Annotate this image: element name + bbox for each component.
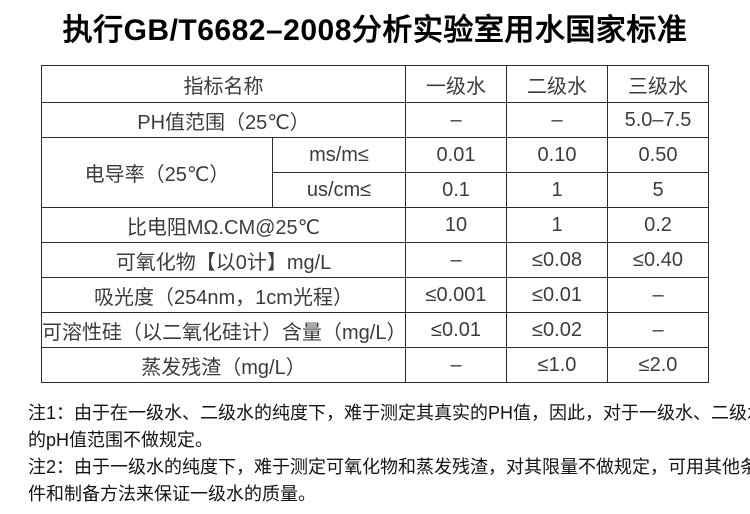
table-row-evaporation-residue: 蒸发残渣（mg/L） – ≤1.0 ≤2.0 xyxy=(41,347,709,383)
cell-value: – xyxy=(405,347,507,383)
table-row-soluble-silica: 可溶性硅（以二氧化硅计）含量（mg/L） ≤0.01 ≤0.02 – xyxy=(41,312,709,348)
table-row-absorbance: 吸光度（254nm，1cm光程） ≤0.001 ≤0.01 – xyxy=(41,277,709,313)
cell-value: 0.50 xyxy=(607,137,709,173)
water-standard-table: 指标名称 一级水 二级水 三级水 PH值范围（25℃） – – 5.0–7.5 … xyxy=(41,65,709,383)
row-label-evaporation-residue: 蒸发残渣（mg/L） xyxy=(41,347,406,383)
row-label-absorbance: 吸光度（254nm，1cm光程） xyxy=(41,277,406,313)
row-sublabel-msm: ms/m≤ xyxy=(272,137,406,173)
column-header-grade2-water: 二级水 xyxy=(506,65,608,103)
cell-value: 1 xyxy=(506,172,608,208)
cell-value: ≤0.01 xyxy=(506,277,608,313)
column-header-grade1-water: 一级水 xyxy=(405,65,507,103)
cell-value: ≤1.0 xyxy=(506,347,608,383)
footnote-2-line-1: 注2：由于一级水的纯度下，难于测定可氧化物和蒸发残渣，对其限量不做规定，可用其他… xyxy=(28,457,750,477)
row-label-resistivity: 比电阻MΩ.CM@25℃ xyxy=(41,207,406,243)
column-header-indicator-name: 指标名称 xyxy=(41,65,406,103)
cell-value: 0.10 xyxy=(506,137,608,173)
footnotes: 注1：由于在一级水、二级水的纯度下，难于测定其真实的PH值，因此，对于一级水、二… xyxy=(28,400,750,508)
cell-value: – xyxy=(405,242,507,278)
cell-value: 0.2 xyxy=(607,207,709,243)
footnote-2: 注2：由于一级水的纯度下，难于测定可氧化物和蒸发残渣，对其限量不做规定，可用其他… xyxy=(28,454,750,508)
cell-value: – xyxy=(405,102,507,138)
cell-value: 5.0–7.5 xyxy=(607,102,709,138)
column-header-grade3-water: 三级水 xyxy=(607,65,709,103)
cell-value: ≤0.01 xyxy=(405,312,507,348)
table-header-row: 指标名称 一级水 二级水 三级水 xyxy=(41,65,709,103)
cell-value: 0.1 xyxy=(405,172,507,208)
cell-value: – xyxy=(506,102,608,138)
footnote-2-line-2: 件和制备方法来保证一级水的质量。 xyxy=(28,484,316,504)
row-label-conductivity: 电导率（25℃） xyxy=(41,137,273,208)
cell-value: 0.01 xyxy=(405,137,507,173)
cell-value: 1 xyxy=(506,207,608,243)
cell-value: – xyxy=(607,277,709,313)
row-label-soluble-silica: 可溶性硅（以二氧化硅计）含量（mg/L） xyxy=(41,312,406,348)
footnote-1-line-2: 的pH值范围不做规定。 xyxy=(28,430,214,450)
cell-value: – xyxy=(607,312,709,348)
footnote-1-line-1: 注1：由于在一级水、二级水的纯度下，难于测定其真实的PH值，因此，对于一级水、二… xyxy=(28,403,750,423)
footnote-1: 注1：由于在一级水、二级水的纯度下，难于测定其真实的PH值，因此，对于一级水、二… xyxy=(28,400,750,454)
row-label-ph-range: PH值范围（25℃） xyxy=(41,102,406,138)
table-row-conductivity-msm: 电导率（25℃） ms/m≤ 0.01 0.10 0.50 xyxy=(41,137,709,208)
row-label-oxidizable: 可氧化物【以0计】mg/L xyxy=(41,242,406,278)
cell-value: ≤0.02 xyxy=(506,312,608,348)
cell-value: ≤0.40 xyxy=(607,242,709,278)
cell-value: 5 xyxy=(607,172,709,208)
table-row-ph-range: PH值范围（25℃） – – 5.0–7.5 xyxy=(41,102,709,138)
cell-value: ≤0.08 xyxy=(506,242,608,278)
cell-value: ≤0.001 xyxy=(405,277,507,313)
table-row-resistivity: 比电阻MΩ.CM@25℃ 10 1 0.2 xyxy=(41,207,709,243)
table-row-oxidizable: 可氧化物【以0计】mg/L – ≤0.08 ≤0.40 xyxy=(41,242,709,278)
page-title: 执行GB/T6682–2008分析实验室用水国家标准 xyxy=(62,14,688,47)
row-sublabel-uscm: us/cm≤ xyxy=(272,172,406,208)
cell-value: ≤2.0 xyxy=(607,347,709,383)
cell-value: 10 xyxy=(405,207,507,243)
